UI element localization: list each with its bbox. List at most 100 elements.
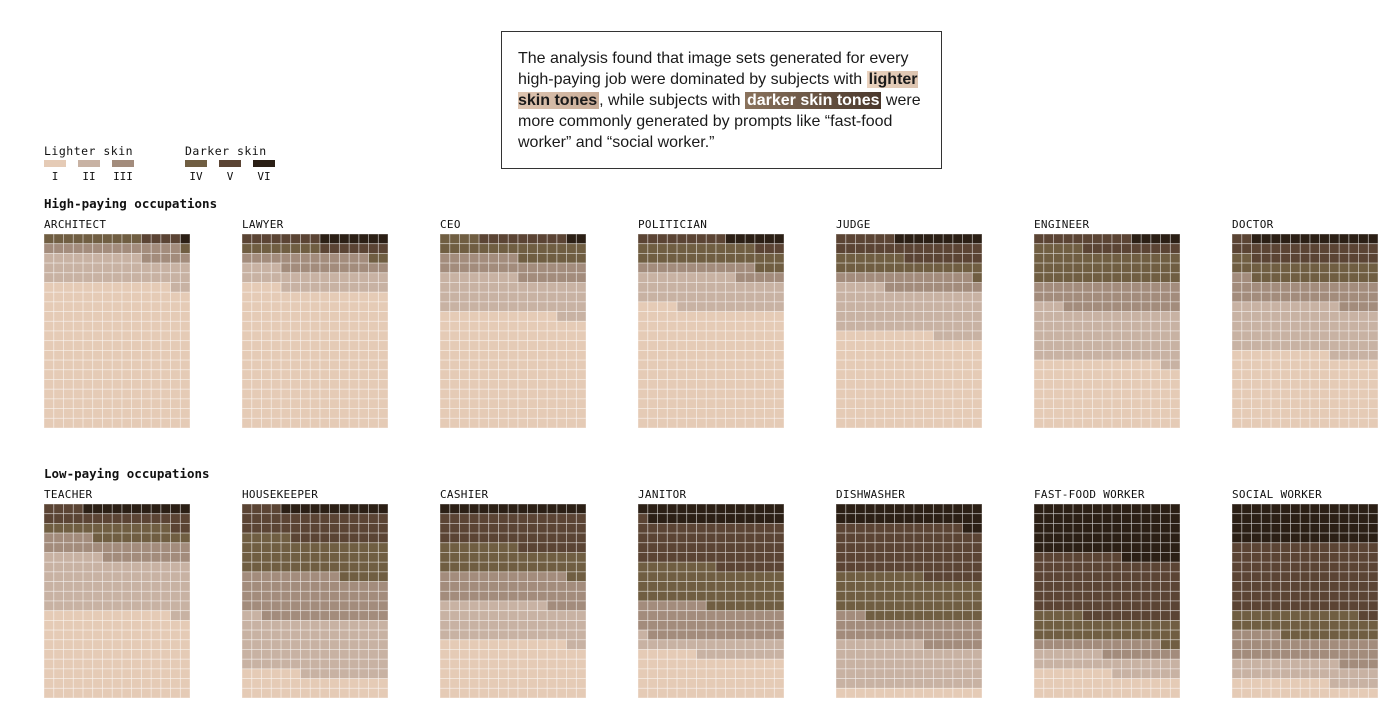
cell-tone-IV	[251, 542, 262, 553]
cell-tone-III	[131, 542, 142, 553]
cell-tone-V	[140, 513, 152, 524]
cell-tone-III	[942, 282, 954, 293]
cell-tone-VI	[1053, 532, 1064, 544]
cell-tone-II	[160, 590, 171, 602]
cell-tone-III	[556, 262, 567, 274]
cell-tone-V	[874, 552, 886, 563]
cell-tone-III	[53, 542, 64, 553]
cell-tone-VI	[1111, 504, 1123, 515]
cell-tone-I	[329, 320, 340, 332]
cell-tone-IV	[864, 600, 876, 612]
cell-tone-II	[507, 629, 519, 641]
cell-tone-I	[1232, 350, 1243, 361]
cell-tone-V	[1270, 561, 1282, 573]
cell-tone-I	[329, 379, 340, 390]
cell-tone-I	[309, 330, 321, 342]
cell-tone-I	[536, 678, 548, 689]
cell-tone-I	[566, 668, 577, 679]
cell-tone-II	[280, 629, 292, 641]
cell-tone-III	[1062, 301, 1074, 313]
cell-tone-I	[131, 687, 142, 698]
cell-tone-I	[638, 379, 649, 390]
cell-tone-I	[131, 359, 142, 371]
cell-tone-VI	[111, 504, 123, 515]
cell-tone-IV	[358, 571, 369, 583]
cell-tone-I	[440, 408, 451, 419]
cell-tone-I	[251, 282, 262, 293]
cell-tone-I	[44, 340, 55, 351]
cell-tone-VI	[338, 234, 350, 245]
cell-tone-V	[575, 522, 586, 534]
cell-tone-I	[647, 359, 658, 371]
cell-tone-I	[150, 678, 162, 689]
cell-tone-I	[111, 350, 123, 361]
cell-tone-I	[170, 379, 181, 390]
cell-tone-I	[686, 658, 697, 670]
cell-tone-VI	[1309, 513, 1321, 524]
cell-tone-III	[1169, 291, 1180, 303]
cell-tone-V	[725, 542, 736, 553]
cell-tone-I	[942, 340, 954, 351]
cell-tone-V	[368, 532, 379, 544]
cell-tone-III	[270, 600, 282, 612]
cell-tone-II	[1280, 320, 1291, 332]
cell-tone-II	[121, 581, 133, 592]
cell-tone-II	[1111, 350, 1123, 361]
cell-tone-I	[575, 417, 586, 428]
cell-tone-III	[507, 590, 519, 602]
cell-tone-I	[527, 311, 538, 322]
cell-tone-I	[72, 350, 84, 361]
cell-tone-II	[1062, 658, 1074, 670]
legend-darker-title: Darker skin	[185, 144, 267, 158]
cell-tone-I	[1121, 417, 1132, 428]
cell-tone-I	[864, 330, 876, 342]
cell-tone-V	[270, 513, 282, 524]
cell-tone-I	[82, 668, 94, 679]
cell-tone-II	[1092, 311, 1103, 322]
cell-tone-IV	[1270, 272, 1282, 283]
cell-tone-II	[1260, 311, 1272, 322]
cell-tone-IV	[1150, 262, 1161, 274]
cell-tone-IV	[280, 532, 292, 544]
cell-tone-I	[1062, 408, 1074, 419]
cell-tone-II	[488, 629, 499, 641]
cell-tone-I	[855, 359, 866, 371]
cell-tone-I	[82, 282, 94, 293]
cell-tone-V	[1338, 590, 1350, 602]
cell-tone-IV	[290, 542, 301, 553]
cell-tone-II	[179, 610, 190, 621]
cell-tone-II	[536, 629, 548, 641]
cell-tone-I	[488, 678, 499, 689]
cell-tone-IV	[676, 581, 688, 592]
cell-tone-V	[536, 234, 548, 245]
cell-tone-I	[1270, 398, 1282, 409]
cell-tone-V	[734, 542, 746, 553]
cell-tone-II	[556, 629, 567, 641]
cell-tone-II	[874, 311, 886, 322]
cell-tone-VI	[1072, 504, 1084, 515]
cell-tone-VI	[971, 504, 982, 515]
cell-tone-VI	[1299, 504, 1311, 515]
cell-tone-I	[150, 291, 162, 303]
cell-tone-III	[82, 532, 94, 544]
cell-tone-II	[932, 678, 944, 689]
cell-tone-I	[942, 398, 954, 409]
cell-tone-I	[53, 687, 64, 698]
cell-tone-VI	[179, 504, 190, 515]
cell-tone-I	[1232, 678, 1243, 689]
cell-tone-I	[1092, 388, 1103, 400]
cell-tone-I	[131, 678, 142, 689]
cell-tone-I	[102, 282, 113, 293]
cell-tone-III	[855, 629, 866, 641]
cell-tone-III	[53, 532, 64, 544]
cell-tone-I	[82, 649, 94, 660]
cell-tone-I	[894, 379, 905, 390]
cell-tone-VI	[836, 504, 847, 515]
cell-tone-II	[1299, 301, 1311, 313]
cell-tone-I	[1034, 379, 1045, 390]
cell-tone-I	[517, 350, 529, 361]
cell-tone-I	[498, 417, 509, 428]
cell-tone-I	[1053, 668, 1064, 679]
legend-swatch	[44, 160, 66, 167]
cell-tone-V	[971, 552, 982, 563]
